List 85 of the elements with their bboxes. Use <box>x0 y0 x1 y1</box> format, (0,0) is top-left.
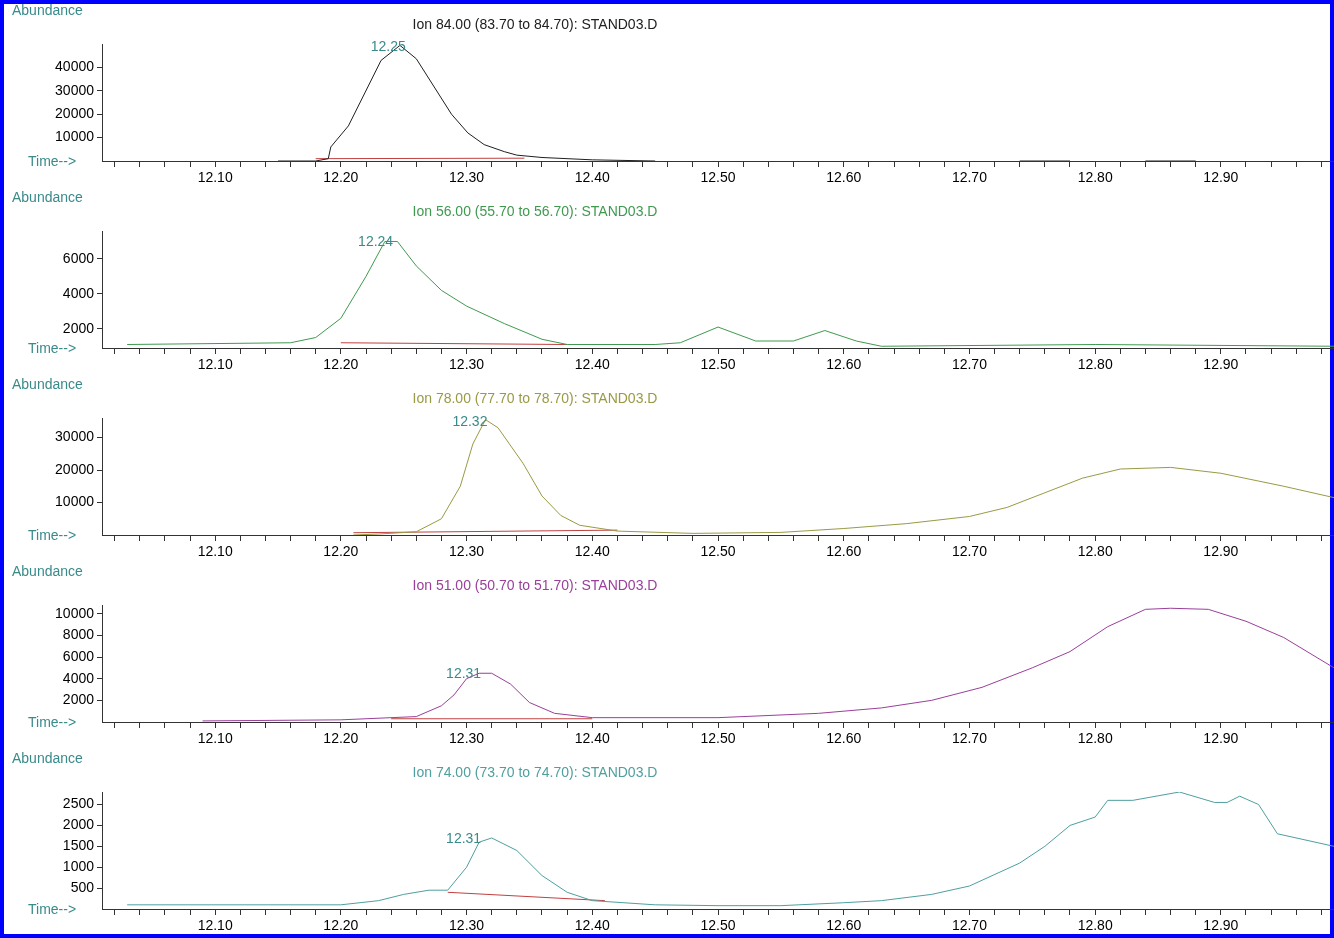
y-tick-label: 2500 <box>62 795 95 812</box>
x-tick-label: 12.70 <box>951 356 988 373</box>
y-tick-label: 20000 <box>55 105 95 122</box>
y-tick-label: 4000 <box>62 284 95 301</box>
x-tick-label: 12.10 <box>197 356 233 373</box>
y-tick-label: 1500 <box>62 837 95 854</box>
y-tick-label: 10000 <box>55 493 95 510</box>
x-tick-label: 12.30 <box>449 356 485 373</box>
y-axis-title: Abundance <box>12 750 83 766</box>
x-tick-label: 12.50 <box>700 356 736 373</box>
x-tick-label: 12.30 <box>449 917 485 934</box>
x-tick-label: 12.10 <box>197 730 233 747</box>
x-tick-label: 12.30 <box>449 169 485 186</box>
x-tick-label: 12.50 <box>700 169 736 186</box>
x-tick-label: 12.50 <box>700 917 736 934</box>
x-tick-label: 12.60 <box>826 917 862 934</box>
x-tick-label: 12.70 <box>951 543 988 560</box>
y-tick-label: 40000 <box>55 58 95 75</box>
x-tick-label: 12.90 <box>1203 543 1239 560</box>
annotation: 12.24 <box>358 233 394 250</box>
y-axis-title: Abundance <box>12 2 83 18</box>
y-tick-label: 6000 <box>62 249 95 266</box>
y-tick-label: 30000 <box>55 428 95 445</box>
chart-title: Ion 84.00 (83.70 to 84.70): STAND03.D <box>412 16 658 32</box>
y-tick-label: 30000 <box>55 81 95 98</box>
x-tick-label: 12.30 <box>449 543 485 560</box>
x-tick-label: 12.70 <box>951 917 988 934</box>
y-tick-label: 8000 <box>62 626 95 643</box>
y-tick-label: 1000 <box>62 858 95 875</box>
x-tick-label: 12.10 <box>197 543 233 560</box>
x-tick-label: 12.50 <box>700 730 736 747</box>
x-tick-label: 12.60 <box>826 730 862 747</box>
y-tick-label: 20000 <box>55 460 95 477</box>
chart-title: Ion 56.00 (55.70 to 56.70): STAND03.D <box>412 203 658 219</box>
x-axis-title: Time--> <box>28 901 77 917</box>
x-axis-title: Time--> <box>28 714 77 730</box>
y-tick-label: 2000 <box>62 691 95 708</box>
y-tick-label: 6000 <box>62 647 95 664</box>
x-tick-label: 12.20 <box>323 356 359 373</box>
chart-title: Ion 74.00 (73.70 to 74.70): STAND03.D <box>412 764 658 780</box>
x-tick-label: 12.40 <box>574 356 611 373</box>
x-tick-label: 12.60 <box>826 543 862 560</box>
x-tick-label: 12.40 <box>574 543 611 560</box>
annotation: 12.32 <box>452 413 488 430</box>
annotation: 12.31 <box>446 665 482 682</box>
x-axis-title: Time--> <box>28 527 77 543</box>
x-tick-label: 12.70 <box>951 730 988 747</box>
x-tick-label: 12.20 <box>323 917 359 934</box>
y-tick-label: 2000 <box>62 816 95 833</box>
chart-title: Ion 78.00 (77.70 to 78.70): STAND03.D <box>412 390 658 406</box>
x-tick-label: 12.90 <box>1203 169 1239 186</box>
annotation: 12.31 <box>446 829 482 846</box>
x-tick-label: 12.10 <box>197 917 233 934</box>
y-tick-label: 10000 <box>55 128 95 145</box>
x-axis-title: Time--> <box>28 340 77 356</box>
chart-title: Ion 51.00 (50.70 to 51.70): STAND03.D <box>412 577 658 593</box>
y-tick-label: 500 <box>70 878 95 895</box>
x-tick-label: 12.70 <box>951 169 988 186</box>
x-tick-label: 12.80 <box>1077 917 1113 934</box>
y-axis-title: Abundance <box>12 189 83 205</box>
y-tick-label: 2000 <box>62 319 95 336</box>
x-tick-label: 12.80 <box>1077 356 1113 373</box>
x-tick-label: 12.20 <box>323 169 359 186</box>
x-tick-label: 12.20 <box>323 543 359 560</box>
x-tick-label: 12.60 <box>826 356 862 373</box>
x-tick-label: 12.40 <box>574 730 611 747</box>
y-tick-label: 4000 <box>62 669 95 686</box>
annotation: 12.25 <box>370 38 406 55</box>
x-tick-label: 12.90 <box>1203 730 1239 747</box>
x-tick-label: 12.60 <box>826 169 862 186</box>
x-tick-label: 12.90 <box>1203 917 1239 934</box>
x-tick-label: 12.50 <box>700 543 736 560</box>
x-axis-title: Time--> <box>28 153 77 169</box>
y-axis-title: Abundance <box>12 563 83 579</box>
x-tick-label: 12.30 <box>449 730 485 747</box>
x-tick-label: 12.80 <box>1077 730 1113 747</box>
x-tick-label: 12.10 <box>197 169 233 186</box>
x-tick-label: 12.20 <box>323 730 359 747</box>
x-tick-label: 12.40 <box>574 917 611 934</box>
x-tick-label: 12.40 <box>574 169 611 186</box>
y-tick-label: 10000 <box>55 604 95 621</box>
x-tick-label: 12.90 <box>1203 356 1239 373</box>
y-axis-title: Abundance <box>12 376 83 392</box>
x-tick-label: 12.80 <box>1077 543 1113 560</box>
x-tick-label: 12.80 <box>1077 169 1113 186</box>
